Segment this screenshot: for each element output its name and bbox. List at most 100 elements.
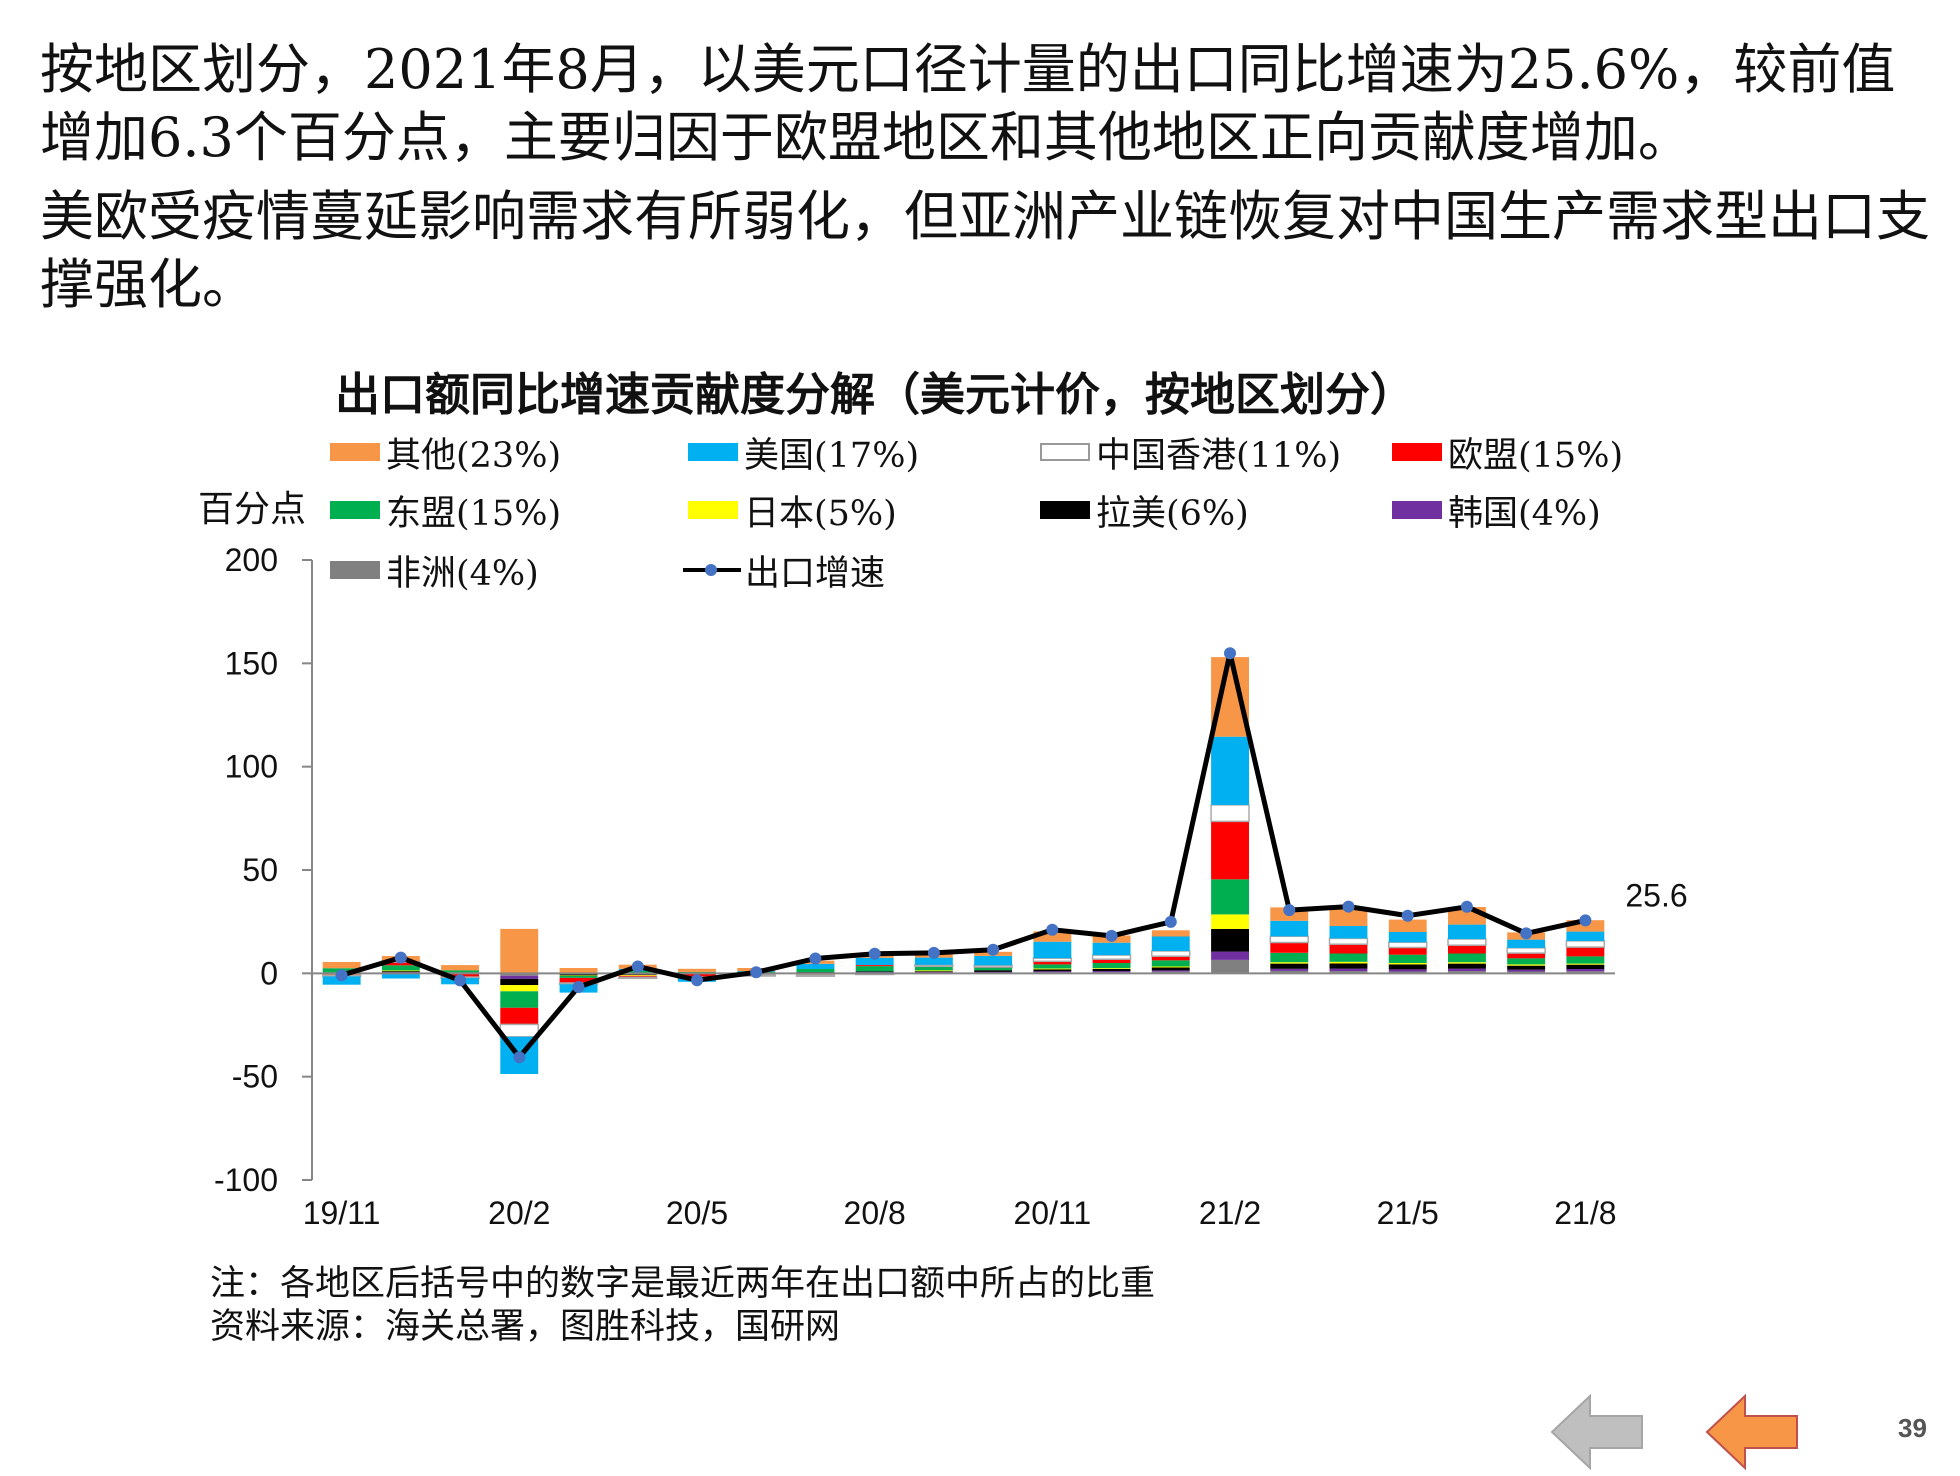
export-growth-point-19-11: [335, 969, 348, 982]
bar-japan-21-2: [1211, 914, 1249, 929]
bar-us-20-7: [796, 963, 835, 969]
x-tick-label: 21/2: [1199, 1195, 1261, 1231]
bar-us-20-11: [1033, 941, 1072, 959]
context-paragraph: 美欧受疫情蔓延影响需求有所弱化，但亚洲产业链恢复对中国生产需求型出口支撑强化。: [40, 185, 1930, 316]
chart-title: 出口额同比增速贡献度分解（美元计价，按地区划分）: [335, 368, 1416, 421]
legend-item-line: 出口增速: [683, 546, 885, 594]
bar-asean-20-1: [441, 970, 479, 973]
bar-africa-20-2: [500, 973, 539, 976]
bar-korea-20-12: [1092, 971, 1131, 973]
bar-korea-20-10: [974, 971, 1013, 973]
bar-other-21-1: [1151, 930, 1190, 937]
bar-korea-21-6: [1448, 968, 1486, 972]
bar-korea-21-8: [1566, 969, 1605, 972]
bar-other-20-5: [678, 968, 716, 972]
bar-us-20-12: [1092, 942, 1131, 956]
bar-other-20-1: [441, 965, 479, 971]
export-growth-point-20-6: [750, 966, 763, 979]
bar-us-21-6: [1448, 924, 1486, 940]
bars-layer: [321, 657, 1606, 1074]
bar-japan-21-6: [1448, 962, 1486, 964]
legend-swatch-other: [330, 443, 380, 461]
y-tick-label: 0: [260, 955, 278, 991]
bar-eu-21-8: [1566, 947, 1605, 957]
bar-eu-21-5: [1388, 947, 1427, 955]
y-tick-label: -50: [232, 1059, 278, 1095]
export-growth-point-20-9: [927, 946, 940, 959]
export-growth-point-20-8: [868, 947, 881, 960]
left-arrow-icon[interactable]: [1705, 1392, 1805, 1472]
legend-label-japan: 日本(5%): [744, 493, 897, 534]
bar-eu-21-1: [1151, 956, 1190, 961]
bar-other-19-11: [322, 962, 361, 969]
legend-swatch-hk: [1040, 443, 1090, 461]
left-arrow-icon[interactable]: [1550, 1392, 1650, 1472]
y-tick-label: 50: [242, 852, 278, 888]
bar-eu-19-12: [381, 962, 420, 966]
bar-korea-21-4: [1329, 968, 1368, 972]
bar-hk-21-2: [1210, 804, 1250, 823]
bar-asean-21-6: [1448, 953, 1486, 963]
bar-hk-20-10: [973, 964, 1013, 968]
bar-latam-20-3: [559, 974, 598, 976]
legend-item-latam: 拉美(6%): [1040, 486, 1249, 534]
x-tick-label: 21/5: [1377, 1195, 1439, 1231]
page-number: 39: [1898, 1413, 1927, 1443]
bar-korea-21-5: [1388, 969, 1427, 972]
bar-eu-20-2: [500, 1007, 539, 1025]
bar-us-20-9: [914, 957, 953, 965]
legend-label-other: 其他(23%): [386, 435, 562, 476]
bar-asean-20-8: [855, 966, 894, 972]
export-growth-point-20-4: [631, 960, 644, 973]
export-growth-point-21-2: [1224, 647, 1236, 660]
bar-japan-21-3: [1270, 962, 1309, 964]
legend-item-eu: 欧盟(15%): [1392, 428, 1623, 476]
legend-label-us: 美国(17%): [744, 435, 920, 476]
bar-latam-20-12: [1092, 969, 1131, 972]
bar-japan-20-2: [500, 985, 539, 992]
bar-asean-20-3: [559, 975, 598, 978]
bar-africa-21-3: [1270, 970, 1309, 974]
bar-other-20-2: [500, 928, 539, 974]
export-growth-point-20-5: [691, 974, 703, 987]
bar-asean-20-5: [678, 971, 716, 973]
bar-us-20-8: [855, 957, 894, 965]
bar-asean-21-7: [1507, 958, 1546, 965]
bar-asean-20-7: [796, 969, 835, 973]
bar-other-20-11: [1033, 931, 1072, 942]
legend-item-africa: 非洲(4%): [330, 546, 539, 594]
bar-eu-20-8: [855, 965, 894, 967]
bar-asean-20-9: [914, 966, 953, 971]
bar-us-21-4: [1329, 926, 1368, 939]
legend-swatch-asean: [330, 501, 380, 519]
bar-us-21-1: [1151, 936, 1190, 951]
bar-japan-20-9: [914, 970, 953, 972]
bar-us-21-2: [1211, 736, 1249, 805]
bar-asean-21-4: [1329, 953, 1368, 962]
data-label-last-value: 25.6: [1625, 877, 1687, 913]
bar-eu-20-4: [618, 975, 657, 978]
export-growth-point-19-12: [394, 951, 407, 964]
bar-asean-21-1: [1151, 960, 1190, 967]
bar-japan-20-12: [1092, 968, 1131, 969]
bar-eu-20-11: [1033, 961, 1072, 965]
legend-swatch-japan: [688, 501, 738, 519]
legend-label-eu: 欧盟(15%): [1448, 435, 1624, 476]
legend-line-swatch: [683, 561, 741, 579]
bar-japan-20-11: [1033, 968, 1072, 970]
legend-label-africa: 非洲(4%): [386, 553, 539, 594]
bar-korea-20-9: [914, 971, 953, 973]
legend-item-other: 其他(23%): [330, 428, 561, 476]
export-growth-point-20-11: [1046, 923, 1059, 936]
labels-layer: 25.6: [1625, 877, 1687, 913]
bar-latam-21-4: [1329, 963, 1368, 969]
bar-korea-19-12: [381, 971, 420, 973]
bar-africa-21-4: [1329, 971, 1368, 974]
bar-us-20-10: [974, 956, 1013, 966]
chart-note: 注：各地区后括号中的数字是最近两年在出口额中所占的比重: [210, 1264, 1156, 1304]
bar-hk-20-12: [1091, 954, 1132, 960]
bar-japan-21-8: [1566, 963, 1605, 965]
x-tick-label: 21/8: [1554, 1195, 1616, 1231]
bar-hk-21-5: [1388, 941, 1428, 949]
bar-africa-21-6: [1448, 971, 1486, 974]
